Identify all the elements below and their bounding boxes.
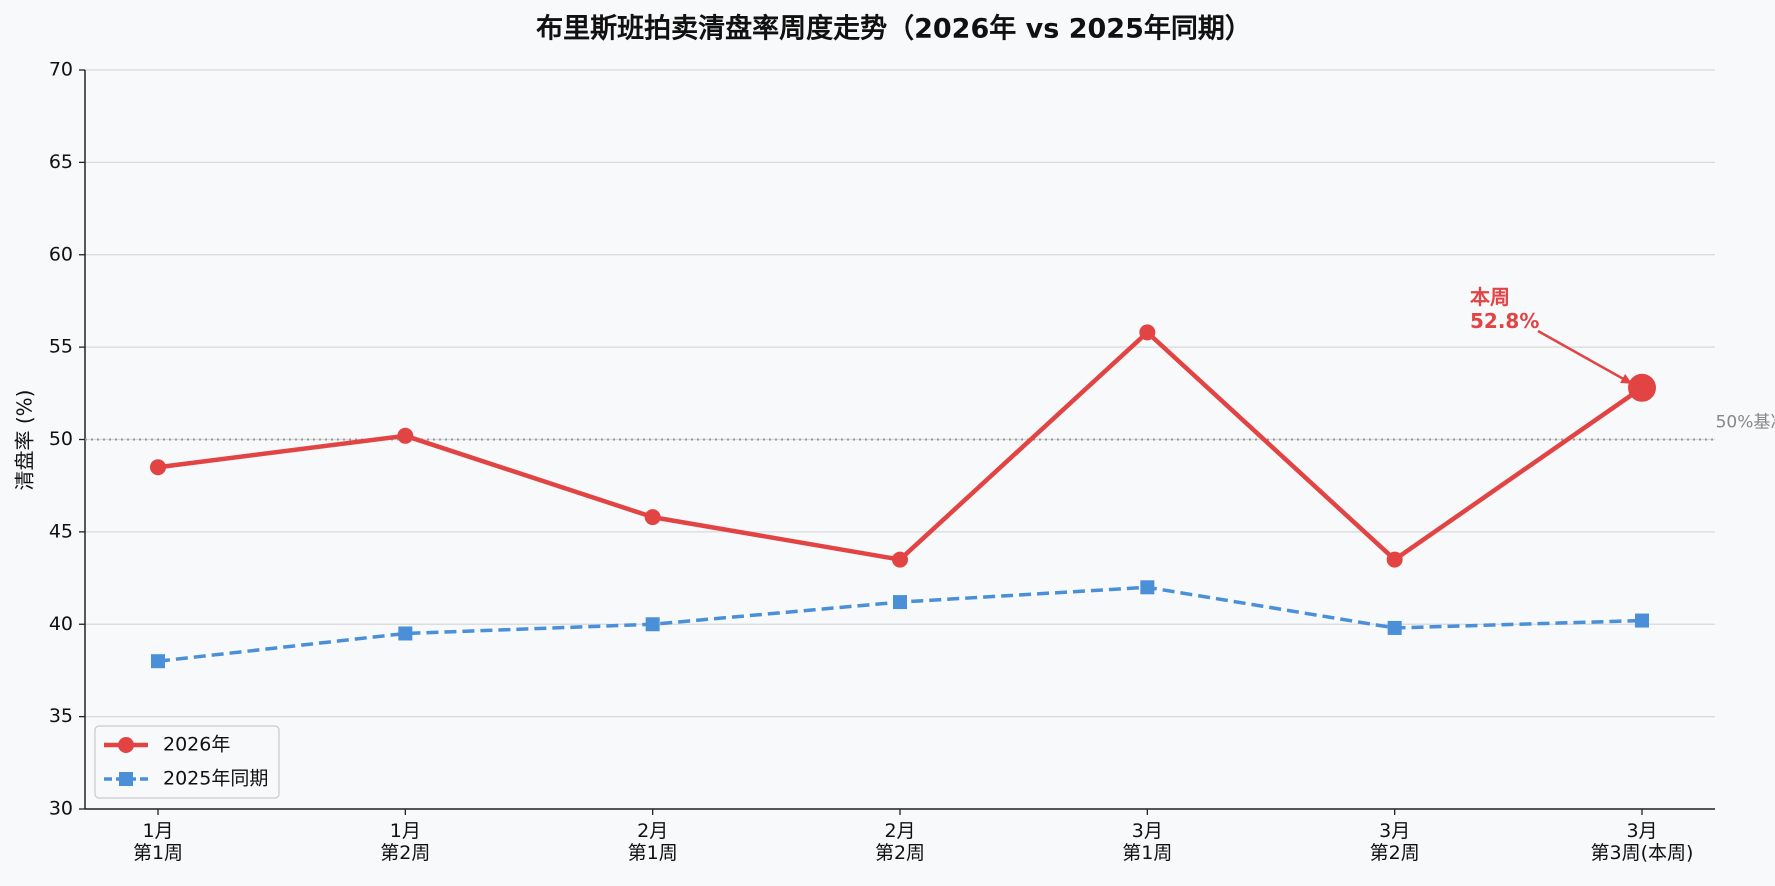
data-point bbox=[1140, 580, 1155, 595]
data-point bbox=[1139, 324, 1156, 341]
data-point bbox=[1386, 551, 1403, 568]
chart-title: 布里斯班拍卖清盘率周度走势（2026年 vs 2025年同期） bbox=[536, 13, 1252, 45]
x-tick-label: 3月第1周 bbox=[1122, 820, 1172, 864]
legend-marker bbox=[119, 772, 133, 786]
x-tick-label: 1月第2周 bbox=[380, 820, 430, 864]
x-tick-label: 2月第1周 bbox=[628, 820, 678, 864]
x-tick-label: 3月第3周(本周) bbox=[1591, 820, 1694, 864]
y-tick-label: 65 bbox=[49, 151, 73, 173]
annotation-arrow bbox=[1537, 329, 1633, 385]
data-point bbox=[892, 551, 908, 568]
annotation-text: 本周 52.8% bbox=[1470, 285, 1539, 333]
y-axis-label: 清盘率 (%) bbox=[13, 390, 37, 491]
y-tick-label: 60 bbox=[49, 243, 73, 265]
x-tick-label: 2月第2周 bbox=[875, 820, 925, 864]
data-point bbox=[1635, 613, 1649, 628]
x-tick-label: 3月第2周 bbox=[1370, 820, 1420, 864]
data-point bbox=[150, 459, 166, 476]
data-point bbox=[1628, 373, 1656, 402]
legend-label: 2025年同期 bbox=[163, 768, 268, 790]
data-point bbox=[893, 595, 907, 610]
data-point bbox=[645, 617, 660, 632]
legend-marker bbox=[118, 737, 134, 753]
y-tick-label: 30 bbox=[49, 798, 73, 820]
data-point bbox=[397, 427, 414, 444]
y-tick-label: 50 bbox=[49, 428, 73, 450]
data-point bbox=[1387, 620, 1402, 635]
reference-line-label: 50%基准线 bbox=[1716, 413, 1775, 433]
legend-label: 2026年 bbox=[163, 734, 230, 756]
data-point bbox=[644, 509, 661, 526]
x-tick-label: 1月第1周 bbox=[133, 820, 183, 864]
y-tick-label: 45 bbox=[49, 520, 73, 542]
annotation-arrowhead bbox=[1620, 373, 1632, 384]
series-line bbox=[157, 330, 1644, 562]
y-tick-label: 40 bbox=[49, 613, 73, 635]
y-tick-label: 70 bbox=[49, 59, 73, 81]
y-tick-label: 55 bbox=[49, 336, 73, 358]
y-tick-label: 35 bbox=[49, 705, 73, 727]
data-point bbox=[398, 626, 413, 641]
data-point bbox=[151, 654, 165, 669]
